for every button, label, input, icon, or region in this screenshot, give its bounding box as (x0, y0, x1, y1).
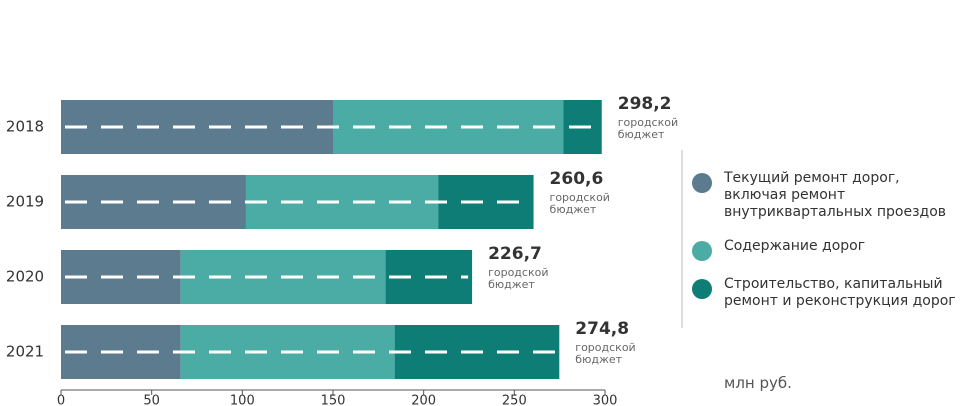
total-label: 298,2 (617, 94, 672, 114)
legend-label: Строительство, капитальный ремонт и реко… (724, 276, 956, 309)
x-tick-label: 50 (143, 394, 160, 406)
total-note: городской бюджет (488, 266, 549, 291)
total-note: городской бюджет (549, 191, 610, 216)
y-tick-label: 2020 (6, 268, 44, 286)
legend-marker (692, 279, 712, 299)
total-label: 274,8 (575, 319, 630, 339)
x-tick-label: 300 (593, 394, 618, 406)
x-tick-label: 200 (411, 394, 436, 406)
total-label: 226,7 (488, 244, 542, 264)
legend-label: Содержание дорог (724, 238, 866, 254)
y-tick-label: 2019 (6, 193, 44, 211)
total-note: городской бюджет (617, 116, 679, 141)
x-tick-label: 0 (57, 394, 65, 406)
bar-segment (438, 175, 534, 229)
y-tick-label: 2021 (6, 343, 44, 361)
legend-label: Текущий ремонт дорог, включая ремонт вну… (724, 170, 947, 220)
x-tick-label: 150 (321, 394, 346, 406)
legend-marker (692, 173, 712, 193)
x-tick-label: 250 (502, 394, 527, 406)
y-tick-label: 2018 (6, 118, 44, 136)
unit-label: млн руб. (724, 374, 792, 392)
x-tick-label: 100 (230, 394, 255, 406)
total-note: городской бюджет (575, 341, 636, 366)
legend-marker (692, 241, 712, 261)
total-label: 260,6 (549, 169, 604, 189)
